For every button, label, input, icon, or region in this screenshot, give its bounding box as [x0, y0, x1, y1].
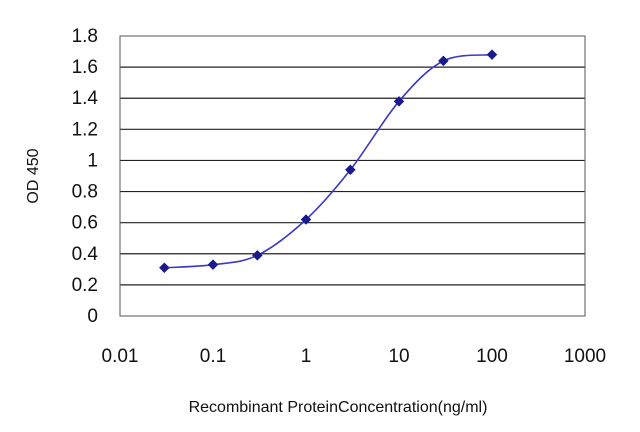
data-point: [300, 214, 312, 225]
x-tick-label: 0.01: [102, 346, 139, 367]
y-tick-label: 0.4: [72, 244, 99, 265]
x-tick-label: 0.1: [200, 346, 226, 367]
x-axis-ticks: 0.01 0.1 1 10 100 1000: [102, 346, 607, 367]
series-layer: [164, 53, 493, 269]
y-tick-label: 0.8: [72, 182, 98, 203]
data-point: [438, 55, 449, 67]
y-tick-label: 1.2: [72, 119, 98, 140]
series-line: [164, 53, 493, 269]
x-tick-label: 1: [301, 346, 312, 367]
data-point: [159, 262, 170, 274]
y-tick-label: 1: [87, 150, 98, 171]
y-tick-label: 0.2: [72, 275, 98, 296]
y-tick-label: 1.6: [72, 57, 98, 78]
gridlines: [120, 66, 585, 286]
y-tick-label: 1.4: [72, 88, 99, 109]
data-point: [207, 259, 219, 271]
x-tick-label: 1000: [564, 346, 606, 367]
marker-layer: [159, 49, 498, 274]
data-point: [345, 164, 356, 176]
y-axis-title: OD 450: [25, 148, 42, 203]
data-point: [252, 249, 263, 261]
y-tick-label: 0: [87, 306, 98, 327]
data-point: [486, 49, 498, 61]
y-tick-label: 1.8: [72, 26, 98, 47]
x-axis-title: Recombinant ProteinConcentration(ng/ml): [189, 399, 488, 416]
plot-area: [119, 35, 586, 317]
data-point: [393, 95, 405, 107]
y-tick-label: 0.6: [72, 213, 98, 234]
y-axis-ticks: 0 0.2 0.4 0.6 0.8 1 1.2 1.4 1.6 1.8: [72, 26, 99, 327]
x-tick-label: 10: [388, 346, 409, 367]
x-tick-label: 100: [476, 346, 508, 367]
